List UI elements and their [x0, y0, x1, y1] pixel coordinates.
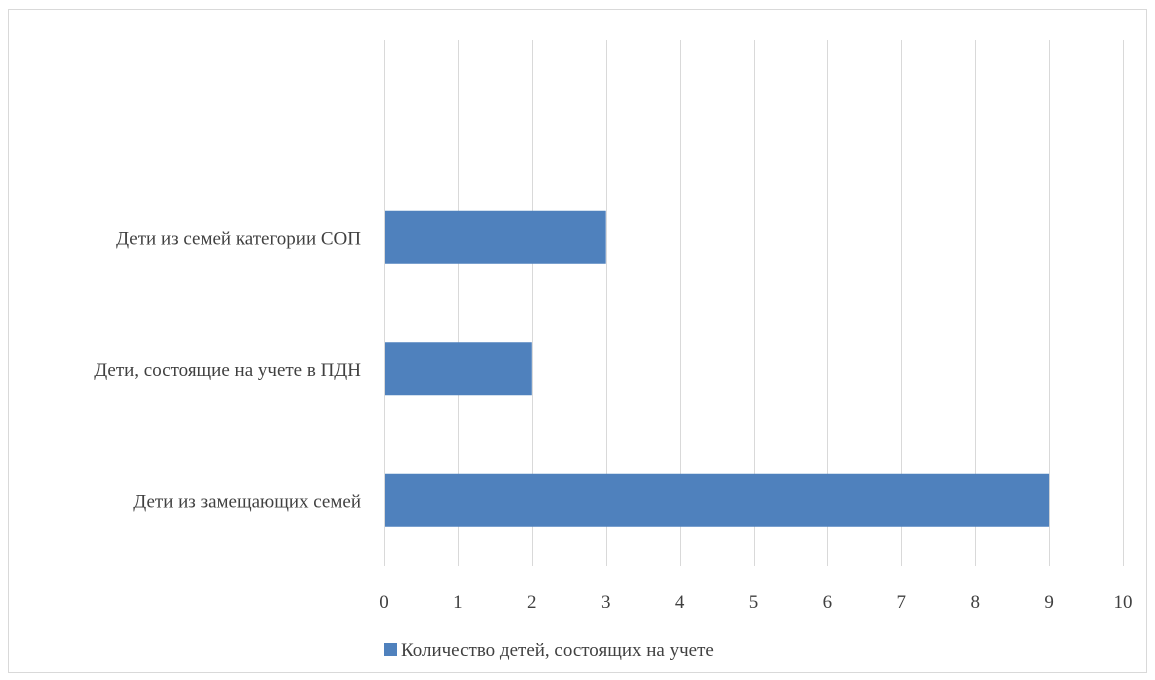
x-tick-label: 1 [453, 592, 463, 613]
x-tick-label: 5 [749, 592, 759, 613]
legend-label: Количество детей, состоящих на учете [401, 640, 714, 661]
category-labels: Дети из семей категории СОП Дети, состоящ… [94, 228, 361, 512]
x-tick-label: 0 [379, 592, 389, 613]
x-tick-label: 4 [675, 592, 685, 613]
category-label: Дети из семей категории СОП [116, 228, 361, 249]
x-tick-label: 3 [601, 592, 611, 613]
x-tick-label: 10 [1114, 592, 1133, 613]
category-label: Дети из замещающих семей [133, 491, 361, 512]
legend: Количество детей, состоящих на учете [384, 640, 714, 661]
x-tick-label: 8 [970, 592, 980, 613]
bar [385, 342, 532, 396]
x-tick-label: 2 [527, 592, 537, 613]
x-tick-label: 9 [1044, 592, 1054, 613]
bar [385, 473, 1050, 527]
chart-frame [8, 9, 1147, 673]
x-tick-label: 6 [823, 592, 833, 613]
x-axis-tick-labels: 0 1 2 3 4 5 6 7 8 9 10 [379, 592, 1132, 613]
bar [385, 210, 606, 264]
x-tick-label: 7 [897, 592, 907, 613]
legend-swatch [384, 643, 397, 656]
bars [385, 210, 1050, 527]
category-label: Дети, состоящие на учете в ПДН [94, 360, 361, 381]
